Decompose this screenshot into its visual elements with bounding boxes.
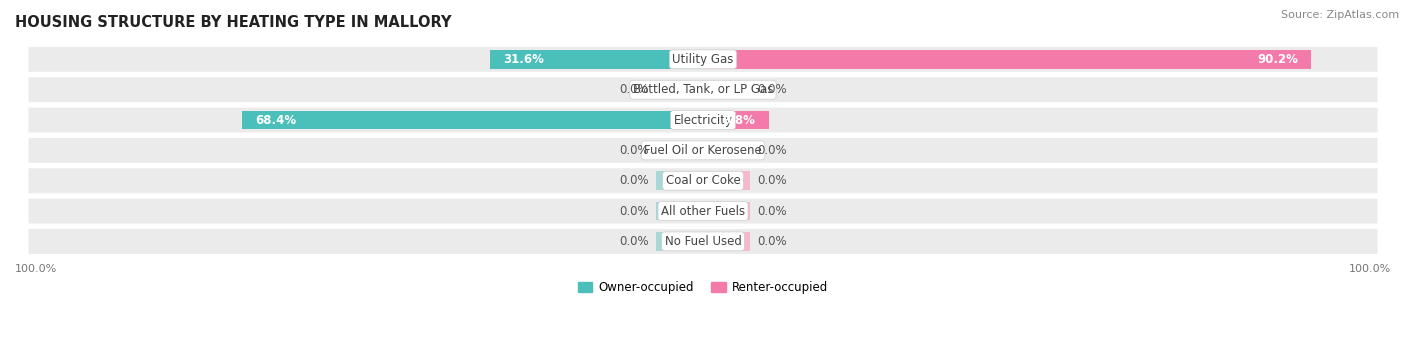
FancyBboxPatch shape (28, 47, 1378, 72)
Text: 0.0%: 0.0% (756, 174, 786, 187)
Bar (703, 110, 769, 130)
Text: 0.0%: 0.0% (620, 235, 650, 248)
Bar (703, 141, 751, 160)
Text: 0.0%: 0.0% (620, 144, 650, 157)
FancyBboxPatch shape (28, 108, 1378, 133)
FancyBboxPatch shape (28, 199, 1378, 223)
FancyBboxPatch shape (28, 229, 1378, 254)
Bar (703, 232, 751, 251)
Text: Source: ZipAtlas.com: Source: ZipAtlas.com (1281, 10, 1399, 20)
Text: 9.8%: 9.8% (723, 114, 755, 127)
Text: 0.0%: 0.0% (756, 83, 786, 96)
Text: 0.0%: 0.0% (756, 235, 786, 248)
Bar (703, 80, 751, 99)
Text: Fuel Oil or Kerosene: Fuel Oil or Kerosene (644, 144, 762, 157)
Text: All other Fuels: All other Fuels (661, 205, 745, 218)
Text: Bottled, Tank, or LP Gas: Bottled, Tank, or LP Gas (633, 83, 773, 96)
Bar (655, 80, 703, 99)
Bar (655, 171, 703, 190)
Bar (703, 202, 751, 221)
FancyBboxPatch shape (28, 168, 1378, 193)
Text: Utility Gas: Utility Gas (672, 53, 734, 66)
Text: 100.0%: 100.0% (1348, 264, 1391, 274)
FancyBboxPatch shape (28, 138, 1378, 163)
Bar (242, 110, 703, 130)
Text: Electricity: Electricity (673, 114, 733, 127)
Bar (655, 141, 703, 160)
Text: 0.0%: 0.0% (756, 144, 786, 157)
Bar (655, 202, 703, 221)
Text: 0.0%: 0.0% (756, 205, 786, 218)
Legend: Owner-occupied, Renter-occupied: Owner-occupied, Renter-occupied (574, 277, 832, 299)
Text: Coal or Coke: Coal or Coke (665, 174, 741, 187)
Bar (703, 50, 1312, 69)
Text: 0.0%: 0.0% (620, 205, 650, 218)
FancyBboxPatch shape (28, 77, 1378, 102)
Text: 100.0%: 100.0% (15, 264, 58, 274)
Text: 90.2%: 90.2% (1257, 53, 1298, 66)
Text: 31.6%: 31.6% (503, 53, 544, 66)
Text: 0.0%: 0.0% (620, 174, 650, 187)
Text: HOUSING STRUCTURE BY HEATING TYPE IN MALLORY: HOUSING STRUCTURE BY HEATING TYPE IN MAL… (15, 15, 451, 30)
Bar (703, 171, 751, 190)
Text: 0.0%: 0.0% (620, 83, 650, 96)
Text: 68.4%: 68.4% (254, 114, 297, 127)
Bar (655, 232, 703, 251)
Text: No Fuel Used: No Fuel Used (665, 235, 741, 248)
Bar (489, 50, 703, 69)
